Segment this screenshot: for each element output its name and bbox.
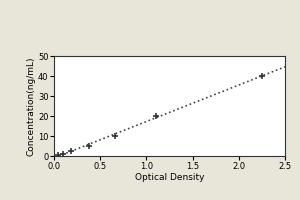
Y-axis label: Concentration(ng/mL): Concentration(ng/mL) xyxy=(26,56,35,156)
X-axis label: Optical Density: Optical Density xyxy=(135,173,204,182)
